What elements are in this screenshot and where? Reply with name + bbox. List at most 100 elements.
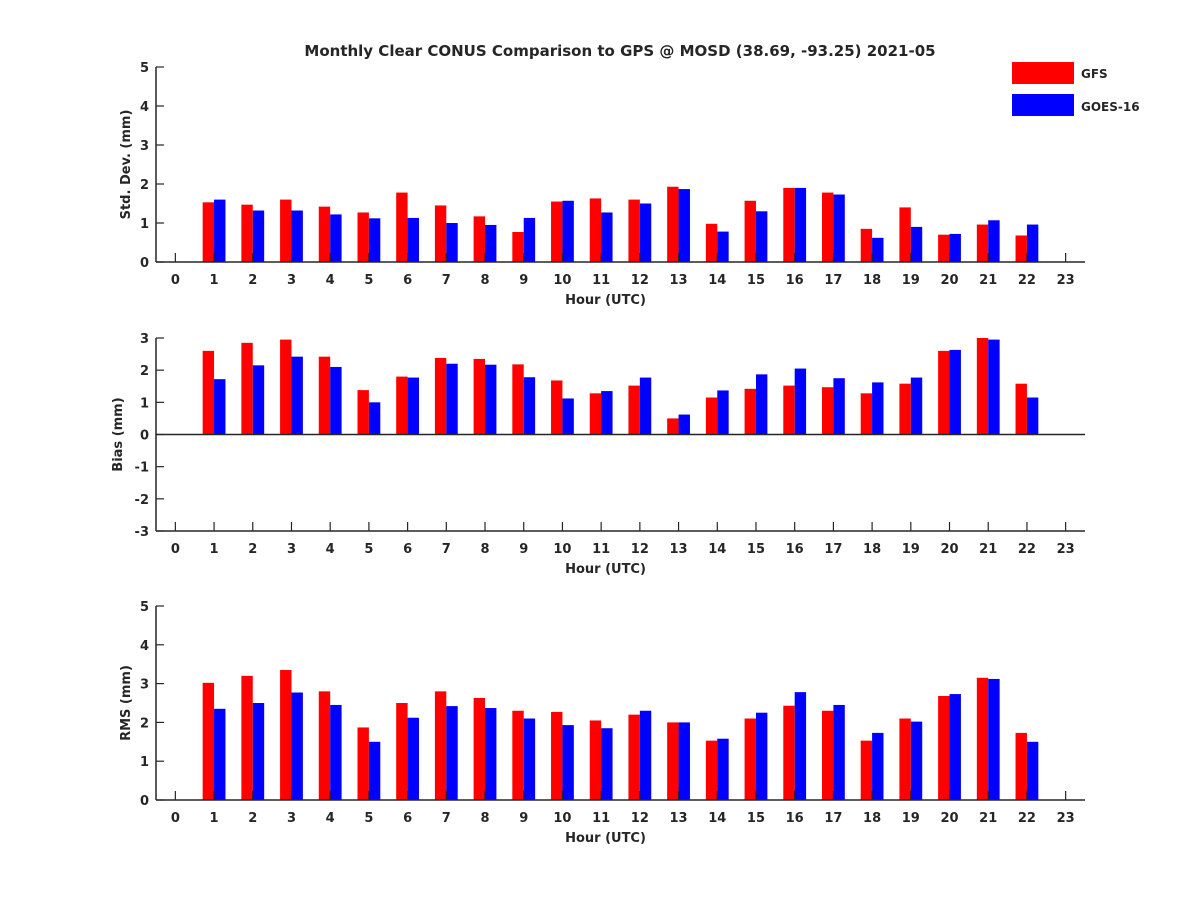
y-tick-label: 2 (140, 178, 149, 193)
x-tick-label: 8 (480, 811, 489, 826)
y-tick-label: 0 (140, 256, 149, 271)
bar-gfs-hour-13 (667, 418, 679, 435)
bar-goes16-hour-13 (678, 414, 690, 435)
bar-gfs-hour-11 (589, 720, 602, 800)
bar-goes16-hour-15 (755, 211, 768, 262)
x-tick-label: 21 (979, 542, 997, 557)
bar-gfs-hour-4 (318, 356, 331, 435)
bar-gfs-hour-21 (976, 677, 989, 800)
bar-goes16-hour-14 (717, 390, 729, 435)
x-tick-label: 14 (708, 811, 726, 826)
bar-gfs-hour-10 (551, 380, 563, 435)
bar-goes16-hour-4 (330, 366, 342, 435)
bar-goes16-hour-19 (910, 226, 923, 262)
bar-gfs-hour-16 (783, 187, 795, 262)
bar-goes16-hour-5 (368, 741, 381, 800)
y-tick-label: 2 (140, 364, 149, 379)
x-tick-label: 19 (902, 273, 920, 288)
y-tick-label: 3 (140, 678, 149, 693)
x-tick-label: 5 (364, 273, 373, 288)
bar-goes16-hour-13 (678, 722, 690, 800)
x-tick-label: 1 (210, 273, 219, 288)
bar-gfs-hour-18 (860, 393, 873, 435)
bar-gfs-hour-16 (783, 705, 795, 800)
x-tick-label: 15 (747, 811, 765, 826)
legend: GFS GOES-16 (1012, 62, 1140, 116)
x-tick-label: 6 (403, 273, 412, 288)
y-tick-label: 1 (140, 396, 149, 411)
legend-swatch-goes16 (1012, 94, 1074, 116)
bar-goes16-hour-8 (485, 708, 497, 800)
x-tick-label: 12 (631, 811, 649, 826)
bar-goes16-hour-20 (949, 694, 961, 800)
bar-goes16-hour-6 (407, 377, 419, 435)
bar-gfs-hour-16 (783, 385, 795, 435)
bar-goes16-hour-22 (1026, 397, 1039, 435)
x-tick-label: 23 (1057, 542, 1075, 557)
bar-gfs-hour-19 (899, 383, 911, 435)
bar-gfs-hour-11 (589, 393, 602, 435)
x-tick-label: 4 (326, 811, 335, 826)
x-tick-label: 4 (326, 542, 335, 557)
bar-goes16-hour-21 (988, 678, 1000, 800)
x-tick-label: 15 (747, 273, 765, 288)
bar-gfs-hour-15 (744, 200, 756, 262)
bar-gfs-hour-3 (280, 670, 292, 800)
bar-goes16-hour-4 (330, 214, 342, 262)
bar-gfs-hour-5 (357, 390, 369, 435)
x-tick-label: 18 (863, 811, 881, 826)
bar-goes16-hour-19 (910, 721, 923, 800)
bar-goes16-hour-9 (523, 377, 536, 435)
bar-gfs-hour-12 (628, 199, 640, 262)
bar-gfs-hour-9 (512, 710, 524, 800)
bar-gfs-hour-20 (938, 234, 950, 262)
x-tick-label: 3 (287, 273, 296, 288)
bar-goes16-hour-22 (1026, 224, 1039, 262)
bar-goes16-hour-6 (407, 217, 419, 262)
y-tick-label: 2 (140, 716, 149, 731)
x-tick-label: 10 (553, 273, 571, 288)
bar-gfs-hour-9 (512, 231, 524, 262)
bar-gfs-hour-8 (473, 697, 486, 800)
bar-gfs-hour-7 (434, 205, 447, 262)
bar-goes16-hour-5 (368, 402, 381, 435)
y-tick-label: 0 (140, 429, 149, 444)
bar-goes16-hour-2 (252, 703, 265, 800)
x-tick-label: 20 (940, 811, 958, 826)
bar-gfs-hour-2 (241, 204, 253, 262)
bar-goes16-hour-8 (485, 364, 497, 435)
x-tick-label: 10 (553, 811, 571, 826)
legend-label-goes16: GOES-16 (1081, 100, 1140, 114)
bar-goes16-hour-10 (562, 398, 574, 435)
x-tick-label: 12 (631, 542, 649, 557)
x-axis-label: Hour (UTC) (565, 293, 646, 308)
bar-gfs-hour-14 (705, 223, 718, 262)
legend-swatch-gfs (1012, 62, 1074, 84)
bar-goes16-hour-9 (523, 217, 536, 262)
bar-gfs-hour-18 (860, 740, 873, 800)
bar-goes16-hour-14 (717, 231, 729, 262)
bar-goes16-hour-20 (949, 349, 961, 435)
y-tick-label: 0 (140, 794, 149, 809)
x-tick-label: 19 (902, 811, 920, 826)
bar-goes16-hour-5 (368, 218, 381, 262)
bar-goes16-hour-10 (562, 200, 574, 262)
bar-gfs-hour-21 (976, 224, 989, 262)
bar-goes16-hour-3 (291, 210, 303, 262)
x-tick-label: 20 (940, 273, 958, 288)
bar-gfs-hour-5 (357, 212, 369, 262)
x-tick-label: 1 (210, 811, 219, 826)
bar-goes16-hour-15 (755, 374, 768, 435)
x-tick-label: 0 (171, 542, 180, 557)
y-tick-label: 1 (140, 217, 149, 232)
x-tick-label: 19 (902, 542, 920, 557)
bar-goes16-hour-1 (214, 708, 226, 800)
bar-goes16-hour-2 (252, 365, 265, 435)
x-tick-label: 4 (326, 273, 335, 288)
bar-gfs-hour-8 (473, 358, 486, 435)
bar-gfs-hour-14 (705, 740, 718, 800)
x-tick-label: 16 (786, 273, 804, 288)
